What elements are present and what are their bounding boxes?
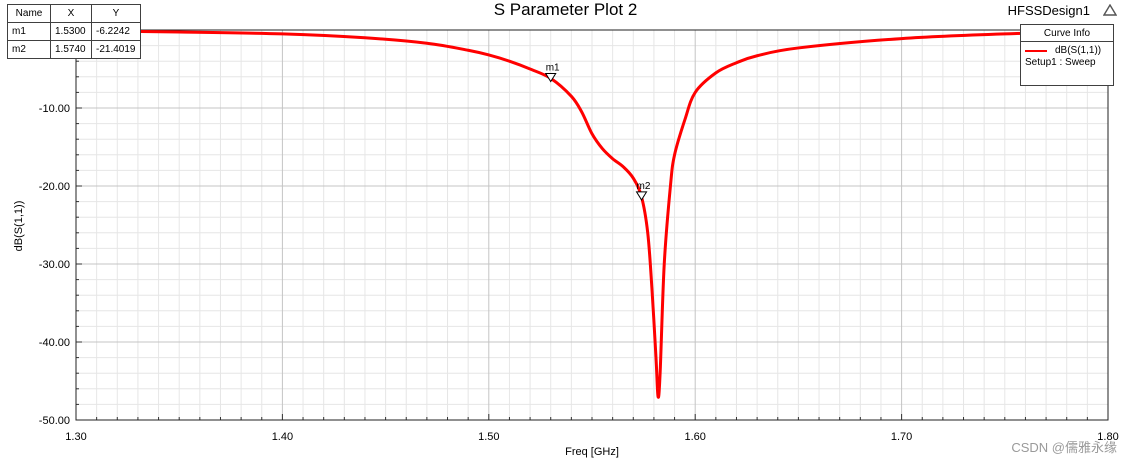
table-row: m1 1.5300 -6.2242 (7, 22, 141, 41)
legend-setup: Setup1 : Sweep (1025, 57, 1096, 68)
marker-label: m1 (546, 63, 560, 74)
design-name: HFSSDesign1 (1007, 3, 1090, 18)
y-tick-label: -10.00 (39, 103, 70, 115)
plot-frame (75, 29, 1109, 421)
watermark: CSDN @儒雅永缘 (1011, 440, 1117, 455)
series-line-s11[interactable] (75, 29, 1109, 399)
x-tick-label: 1.80 (1097, 431, 1118, 443)
grid (75, 29, 1109, 421)
marker-triangle[interactable] (635, 191, 648, 201)
legend-swatch (1025, 49, 1047, 52)
ansys-logo-icon (1103, 4, 1117, 16)
legend-label: dB(S(1,1)) (1055, 45, 1102, 56)
marker-x: 1.5300 (50, 22, 92, 41)
table-row: m2 1.5740 -21.4019 (7, 40, 141, 59)
x-tick-label: 1.30 (65, 431, 86, 443)
markers: m1 m2 (544, 63, 651, 201)
series-line (75, 29, 1109, 399)
col-name: Name (7, 4, 51, 23)
col-x: X (50, 4, 92, 23)
marker-y: -21.4019 (91, 40, 141, 59)
marker-x: 1.5740 (50, 40, 92, 59)
y-tick-label: -40.00 (39, 337, 70, 349)
x-tick-label: 1.60 (684, 431, 705, 443)
marker-table[interactable]: Name X Y m1 1.5300 -6.2242 m2 1.5740 -21… (7, 4, 141, 59)
marker-triangle[interactable] (544, 73, 557, 83)
marker-y: -6.2242 (91, 22, 141, 41)
y-tick-label: -20.00 (39, 181, 70, 193)
legend[interactable]: Curve Info dB(S(1,1)) Setup1 : Sweep (1020, 24, 1114, 86)
tick-labels: 1.30 1.40 1.50 1.60 1.70 1.80 -10.00 -20.00 -30.… (39, 103, 1119, 443)
y-tick-label: -50.00 (39, 415, 70, 427)
x-tick-label: 1.70 (891, 431, 912, 443)
y-tick-label: -30.00 (39, 259, 70, 271)
x-axis-label: Freq [GHz] (565, 446, 619, 458)
y-axis-label: dB(S(1,1)) (13, 201, 25, 252)
marker-name: m1 (7, 22, 51, 41)
legend-header: Curve Info (1021, 25, 1113, 42)
chart-title: S Parameter Plot 2 (493, 0, 638, 19)
marker-table-header: Name X Y (7, 4, 141, 23)
marker-label: m2 (637, 181, 651, 192)
x-tick-label: 1.50 (478, 431, 499, 443)
legend-entry[interactable]: dB(S(1,1)) (1021, 42, 1113, 56)
x-tick-label: 1.40 (272, 431, 293, 443)
marker-name: m2 (7, 40, 51, 59)
col-y: Y (91, 4, 141, 23)
